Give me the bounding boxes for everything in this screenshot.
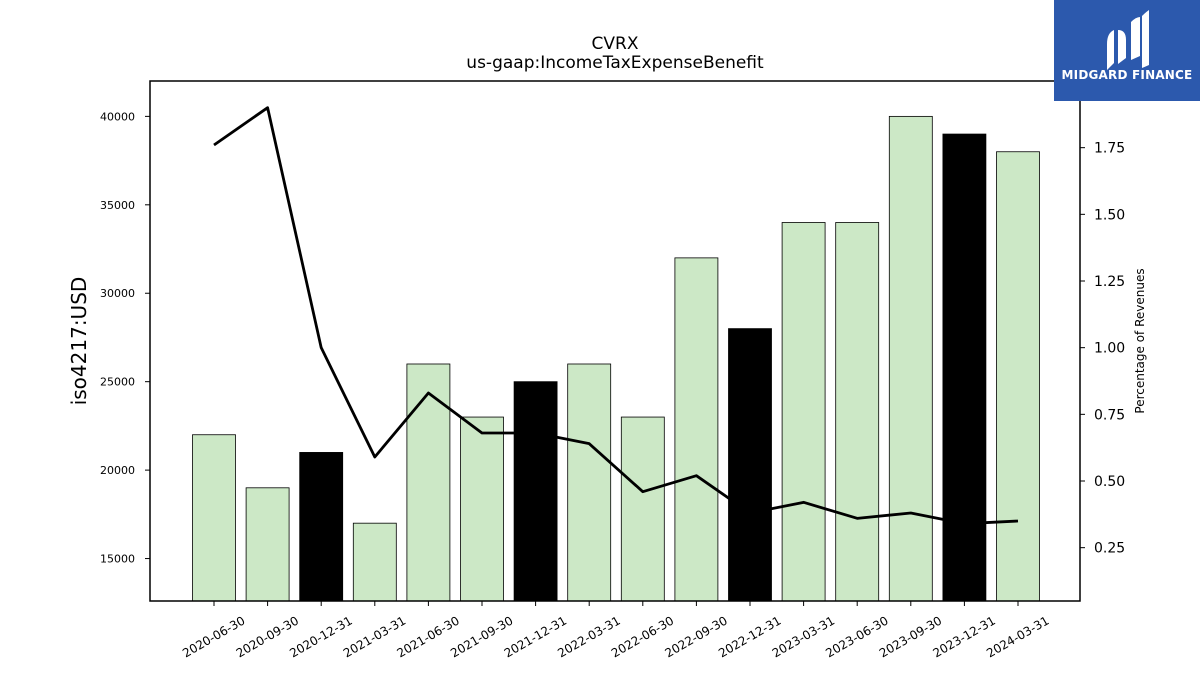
- bar-2022-09-30: [674, 257, 719, 602]
- y2-tick-label: 0.50: [1094, 474, 1125, 490]
- chart-subtitle: us-gaap:IncomeTaxExpenseBenefit: [466, 53, 764, 73]
- line-layer: [213, 106, 1019, 526]
- y2-tick-label: 0.25: [1094, 541, 1125, 557]
- y-tick-label: 25000: [100, 376, 135, 389]
- bar-2021-06-30: [406, 363, 451, 602]
- bar-2020-12-31: [299, 452, 344, 602]
- bar-2023-03-31: [781, 222, 826, 602]
- bar-2023-06-30: [835, 222, 880, 602]
- y-tick-label: 15000: [100, 553, 135, 566]
- bar-2022-12-31: [728, 328, 772, 602]
- bar-2023-09-30: [888, 115, 933, 602]
- y2-tick-label: 0.75: [1094, 407, 1125, 423]
- y-tick-label: 20000: [100, 464, 135, 477]
- y2-tick-label: 1.25: [1094, 274, 1125, 290]
- bar-2024-03-31: [996, 151, 1040, 602]
- logo-mark-icon: [1107, 10, 1149, 70]
- plot-frame: [149, 80, 1081, 602]
- chart-title: CVRX: [592, 34, 639, 54]
- y2-tick-label: 1.75: [1094, 141, 1125, 157]
- y-tick-label: 35000: [100, 199, 135, 212]
- bar-2023-12-31: [942, 133, 987, 602]
- midgard-finance-logo: MIDGARD FINANCE: [1054, 0, 1200, 101]
- y2-tick-label: 1.50: [1094, 207, 1125, 223]
- y-tick-label: 30000: [100, 287, 135, 300]
- bar-2020-06-30: [192, 434, 236, 602]
- y2-tick-label: 1.00: [1094, 341, 1125, 357]
- bars-layer: [192, 115, 1040, 602]
- bar-2022-06-30: [620, 416, 665, 602]
- bar-2021-12-31: [513, 381, 558, 602]
- percentage-of-revenues-line: [213, 106, 1019, 526]
- y-tick-label: 40000: [100, 110, 135, 123]
- bar-2021-03-31: [352, 522, 397, 602]
- bar-2021-09-30: [460, 416, 504, 602]
- bar-2022-03-31: [567, 363, 612, 602]
- bar-2020-09-30: [245, 487, 290, 602]
- y-axis-label: iso4217:USD: [67, 277, 91, 406]
- y2-axis-label: Percentage of Revenues: [1133, 268, 1147, 413]
- logo-text: MIDGARD FINANCE: [1061, 68, 1193, 82]
